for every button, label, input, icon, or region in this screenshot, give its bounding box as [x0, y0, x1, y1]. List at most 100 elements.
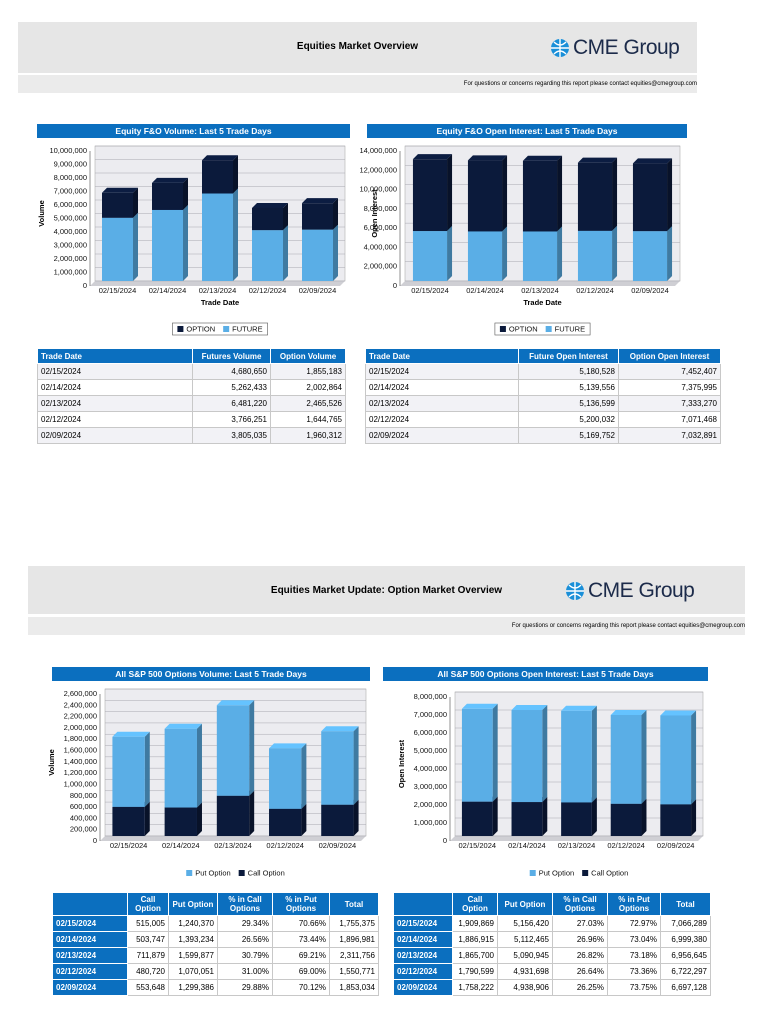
table-cell: 02/14/2024 [37, 379, 193, 396]
table-row: 02/09/2024 1,758,222 4,938,906 26.25% 73.75%… [393, 979, 711, 996]
bar-side [133, 187, 138, 218]
table-cell: 6,999,380 [660, 931, 711, 948]
bar [461, 801, 493, 836]
table-cell: 73.75% [607, 979, 661, 996]
header-cell: Future Open Interest [518, 348, 619, 364]
table-cell: 7,452,407 [618, 363, 721, 380]
y-tick-label: 2,400,000 [64, 700, 97, 709]
table-cell: 6,956,645 [660, 947, 711, 964]
table-cell: 02/14/2024 [52, 931, 128, 948]
bar-side [301, 743, 307, 809]
bar [467, 160, 503, 232]
table-cell: 6,481,220 [192, 395, 271, 412]
header-cell [52, 892, 128, 916]
bar-side [283, 225, 288, 281]
table-row: 02/09/2024 553,648 1,299,386 29.88% 70.12% 1,… [52, 979, 379, 996]
table-row: 02/13/2024 5,136,599 7,333,270 [365, 395, 721, 412]
header-cell: Option Open Interest [618, 348, 721, 364]
x-tick-label: 02/15/2024 [459, 841, 497, 850]
table-cell: 1,909,869 [452, 915, 498, 932]
table-row: 02/12/2024 1,790,599 4,931,698 26.64% 73.36%… [393, 963, 711, 980]
bar [461, 708, 493, 802]
bar-top [461, 703, 498, 709]
table-cell: 5,200,032 [518, 411, 619, 428]
bar [152, 182, 183, 210]
table-row: 02/13/2024 711,879 1,599,877 30.79% 69.21% 2,… [52, 947, 379, 964]
plot-floor [90, 281, 345, 286]
table-cell: 73.04% [607, 931, 661, 948]
y-tick-label: 1,000,000 [54, 267, 87, 276]
bar [252, 230, 283, 281]
bar [112, 806, 145, 836]
bar-side [133, 212, 138, 281]
bar-side [492, 703, 498, 802]
header-cell: Option Volume [270, 348, 346, 364]
y-tick-label: 6,000,000 [414, 728, 447, 737]
table-row: 02/14/2024 5,262,433 2,002,864 [37, 379, 346, 396]
x-tick-label: 02/09/2024 [657, 841, 695, 850]
legend-swatch [545, 326, 552, 332]
bar-top [216, 700, 255, 706]
table-cell: 7,375,995 [618, 379, 721, 396]
x-tick-label: 02/14/2024 [508, 841, 546, 850]
bar-top [577, 157, 618, 163]
y-tick-label: 1,600,000 [64, 746, 97, 755]
table-cell: 02/12/2024 [365, 411, 519, 428]
bar-side [641, 709, 647, 804]
bar-side [301, 803, 307, 836]
y-tick-label: 14,000,000 [359, 146, 397, 155]
table-cell: 02/15/2024 [393, 915, 453, 932]
table-cell: 5,180,528 [518, 363, 619, 380]
y-tick-label: 200,000 [70, 825, 97, 834]
y-tick-label: 10,000,000 [49, 146, 87, 155]
y-tick-label: 1,800,000 [64, 734, 97, 743]
table-cell: 4,680,650 [192, 363, 271, 380]
table-cell: 1,599,877 [168, 947, 218, 964]
table-cell: 4,938,906 [497, 979, 553, 996]
bar [522, 160, 558, 232]
x-tick-label: 02/13/2024 [558, 841, 596, 850]
header-cell: % in Put Options [607, 892, 661, 916]
table-cell: 73.44% [272, 931, 330, 948]
table-cell: 1,960,312 [270, 427, 346, 444]
bar [412, 231, 448, 281]
table-cell: 27.03% [552, 915, 608, 932]
chart-title-bar [37, 124, 350, 138]
y-tick-label: 9,000,000 [54, 159, 87, 168]
bar-side [144, 801, 150, 836]
x-tick-label: 02/15/2024 [411, 286, 449, 295]
x-tick-label: 02/12/2024 [576, 286, 614, 295]
table-row: 02/09/2024 5,169,752 7,032,891 [365, 427, 721, 444]
bar-side [691, 799, 697, 836]
table-cell: 73.18% [607, 947, 661, 964]
table-cell: 31.00% [217, 963, 273, 980]
x-tick-label: 02/09/2024 [319, 841, 357, 850]
bar [511, 710, 543, 803]
table-cell: 1,855,183 [270, 363, 346, 380]
chart-title: All S&P 500 Options Open Interest: Last … [437, 669, 653, 679]
header-cell: Total [660, 892, 711, 916]
table-cell: 6,697,128 [660, 979, 711, 996]
table-cell: 70.66% [272, 915, 330, 932]
table-row: 02/15/2024 4,680,650 1,855,183 [37, 363, 346, 380]
y-tick-label: 2,000,000 [414, 800, 447, 809]
table-cell: 1,790,599 [452, 963, 498, 980]
bar-top [152, 177, 188, 183]
bar-top [269, 743, 307, 749]
bar-top [660, 710, 697, 716]
x-tick-label: 02/12/2024 [607, 841, 645, 850]
bar-top [202, 155, 238, 161]
x-tick-label: 02/15/2024 [99, 286, 137, 295]
bar [302, 203, 333, 230]
y-tick-label: 600,000 [70, 802, 97, 811]
legend-label: Put Option [539, 868, 574, 877]
x-axis-label: Trade Date [523, 298, 561, 307]
table-cell: 503,747 [127, 931, 169, 948]
x-axis-label: Trade Date [201, 298, 239, 307]
header-cell: % in Put Options [272, 892, 330, 916]
chart-title: Equity F&O Volume: Last 5 Trade Days [115, 126, 271, 136]
y-tick-label: 8,000,000 [54, 173, 87, 182]
table-cell: 7,071,468 [618, 411, 721, 428]
legend: Put Option Call Option [186, 868, 285, 877]
